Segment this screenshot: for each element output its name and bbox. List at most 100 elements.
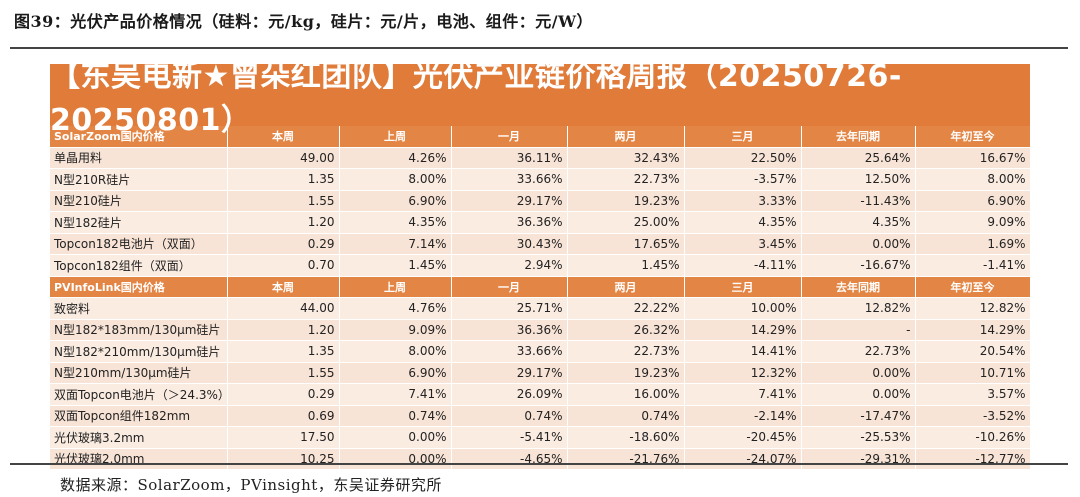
column-header: 一月 — [451, 276, 568, 298]
bottom-rule — [10, 463, 1068, 465]
product-name-cell: N型182硅片 — [50, 211, 228, 234]
value-cell: 49.00 — [227, 147, 340, 169]
value-cell: 10.25 — [227, 448, 340, 470]
value-cell: -4.11% — [684, 254, 802, 277]
value-cell: 9.09% — [915, 211, 1031, 234]
value-cell: 10.71% — [915, 362, 1031, 384]
product-name-cell: 致密料 — [50, 297, 228, 320]
value-cell: 1.45% — [339, 254, 452, 277]
value-cell: 14.29% — [684, 319, 802, 341]
table-row: N型182*210mm/130μm硅片 1.35 8.00% 33.66% 22.73%… — [50, 340, 1031, 363]
value-cell: 4.26% — [339, 147, 452, 169]
section-source-label: SolarZoom国内价格 — [50, 126, 228, 148]
value-cell: -1.41% — [915, 254, 1031, 277]
value-cell: 22.22% — [567, 297, 685, 320]
value-cell: 33.66% — [451, 340, 568, 363]
product-name-cell: 双面Topcon电池片（＞24.3%） — [50, 383, 228, 406]
value-cell: -3.52% — [915, 405, 1031, 427]
value-cell: -29.31% — [801, 448, 916, 470]
value-cell: 0.00% — [801, 233, 916, 255]
value-cell: 9.09% — [339, 319, 452, 341]
value-cell: 3.57% — [915, 383, 1031, 406]
value-cell: 36.36% — [451, 211, 568, 234]
value-cell: 44.00 — [227, 297, 340, 320]
value-cell: 1.45% — [567, 254, 685, 277]
value-cell: 3.33% — [684, 190, 802, 212]
value-cell: 0.00% — [339, 448, 452, 470]
value-cell: -16.67% — [801, 254, 916, 277]
value-cell: 19.23% — [567, 362, 685, 384]
value-cell: 19.23% — [567, 190, 685, 212]
source-note: 数据来源：SolarZoom，PVinsight，东吴证券研究所 — [60, 476, 442, 494]
value-cell: 22.73% — [801, 340, 916, 363]
column-header: 三月 — [684, 126, 802, 148]
product-name-cell: 光伏玻璃3.2mm — [50, 426, 228, 449]
table-row: N型182硅片 1.20 4.35% 36.36% 25.00% 4.35% 4.35% 9.… — [50, 211, 1031, 234]
product-name-cell: 单晶用料 — [50, 147, 228, 169]
table-row: 致密料 44.00 4.76% 25.71% 22.22% 10.00% 12.82% 12.… — [50, 297, 1031, 320]
value-cell: 0.29 — [227, 383, 340, 406]
column-header: 两月 — [567, 276, 685, 298]
value-cell: 4.76% — [339, 297, 452, 320]
column-header: 年初至今 — [915, 126, 1031, 148]
value-cell: 3.45% — [684, 233, 802, 255]
top-rule — [10, 47, 1068, 49]
value-cell: 7.14% — [339, 233, 452, 255]
value-cell: -3.57% — [684, 168, 802, 191]
value-cell: -10.26% — [915, 426, 1031, 449]
column-header: 本周 — [227, 126, 340, 148]
column-header: 三月 — [684, 276, 802, 298]
value-cell: -2.14% — [684, 405, 802, 427]
value-cell: -18.60% — [567, 426, 685, 449]
value-cell: 25.71% — [451, 297, 568, 320]
value-cell: 8.00% — [339, 168, 452, 191]
value-cell: 12.50% — [801, 168, 916, 191]
product-name-cell: N型210R硅片 — [50, 168, 228, 191]
table-row: N型210mm/130μm硅片 1.55 6.90% 29.17% 19.23% 12.3… — [50, 362, 1031, 384]
value-cell: 0.74% — [339, 405, 452, 427]
value-cell: 25.00% — [567, 211, 685, 234]
value-cell: 0.00% — [801, 383, 916, 406]
value-cell: 16.67% — [915, 147, 1031, 169]
section-header-row: SolarZoom国内价格 本周 上周 一月 两月 三月 去年同期 年初至今 — [50, 126, 1031, 148]
value-cell: 0.00% — [801, 362, 916, 384]
value-cell: 0.00% — [339, 426, 452, 449]
table-row: N型210硅片 1.55 6.90% 29.17% 19.23% 3.33% -11.43%… — [50, 190, 1031, 212]
value-cell: 29.17% — [451, 362, 568, 384]
column-header: 去年同期 — [801, 126, 916, 148]
value-cell: 6.90% — [915, 190, 1031, 212]
product-name-cell: Topcon182电池片（双面） — [50, 233, 228, 255]
banner-title: 【东吴电新★曾朵红团队】光伏产业链价格周报（20250726-20250801） — [50, 59, 1030, 138]
value-cell: 29.17% — [451, 190, 568, 212]
value-cell: 32.43% — [567, 147, 685, 169]
value-cell: 6.90% — [339, 190, 452, 212]
value-cell: 1.35 — [227, 168, 340, 191]
value-cell: 12.32% — [684, 362, 802, 384]
value-cell: 22.73% — [567, 168, 685, 191]
column-header: 去年同期 — [801, 276, 916, 298]
table-row: N型210R硅片 1.35 8.00% 33.66% 22.73% -3.57% 12.50… — [50, 168, 1031, 191]
table-row: N型182*183mm/130μm硅片 1.20 9.09% 36.36% 26.32%… — [50, 319, 1031, 341]
value-cell: 25.64% — [801, 147, 916, 169]
section-source-label: PVInfoLink国内价格 — [50, 276, 228, 298]
value-cell: -25.53% — [801, 426, 916, 449]
product-name-cell: Topcon182组件（双面） — [50, 254, 228, 277]
value-cell: -5.41% — [451, 426, 568, 449]
column-header: 两月 — [567, 126, 685, 148]
value-cell: 2.94% — [451, 254, 568, 277]
table-row: 双面Topcon电池片（＞24.3%） 0.29 7.41% 26.09% 16.00%… — [50, 383, 1031, 406]
table-row: 单晶用料 49.00 4.26% 36.11% 32.43% 22.50% 25.64% 16… — [50, 147, 1031, 169]
product-name-cell: 双面Topcon组件182mm — [50, 405, 228, 427]
value-cell: 1.35 — [227, 340, 340, 363]
value-cell: 0.69 — [227, 405, 340, 427]
value-cell: 6.90% — [339, 362, 452, 384]
value-cell: -4.65% — [451, 448, 568, 470]
value-cell: 26.09% — [451, 383, 568, 406]
value-cell: -11.43% — [801, 190, 916, 212]
value-cell: 36.36% — [451, 319, 568, 341]
section-header-row: PVInfoLink国内价格 本周 上周 一月 两月 三月 去年同期 年初至今 — [50, 276, 1031, 298]
figure-title: 图39：光伏产品价格情况（硅料：元/kg，硅片：元/片，电池、组件：元/W） — [14, 12, 594, 31]
table-row: 光伏玻璃3.2mm 17.50 0.00% -5.41% -18.60% -20.45% -… — [50, 426, 1031, 449]
value-cell: 14.41% — [684, 340, 802, 363]
value-cell: 17.50 — [227, 426, 340, 449]
